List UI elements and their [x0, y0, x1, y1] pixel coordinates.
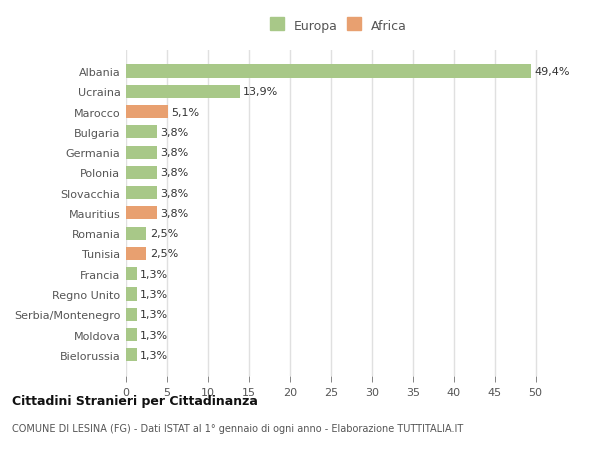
Bar — [126, 227, 146, 240]
Text: 2,5%: 2,5% — [150, 229, 178, 239]
Bar — [126, 207, 157, 220]
Bar — [126, 126, 157, 139]
Text: 1,3%: 1,3% — [140, 289, 168, 299]
Bar — [126, 146, 157, 159]
Text: COMUNE DI LESINA (FG) - Dati ISTAT al 1° gennaio di ogni anno - Elaborazione TUT: COMUNE DI LESINA (FG) - Dati ISTAT al 1°… — [12, 424, 463, 433]
Bar — [126, 247, 146, 260]
Text: 1,3%: 1,3% — [140, 350, 168, 360]
Bar — [126, 187, 157, 200]
Bar — [126, 288, 137, 301]
Text: 13,9%: 13,9% — [243, 87, 278, 97]
Bar — [126, 85, 240, 99]
Text: 3,8%: 3,8% — [160, 128, 188, 138]
Bar — [126, 268, 137, 280]
Text: 1,3%: 1,3% — [140, 330, 168, 340]
Bar — [126, 106, 168, 119]
Text: 3,8%: 3,8% — [160, 148, 188, 158]
Text: 3,8%: 3,8% — [160, 208, 188, 218]
Text: 3,8%: 3,8% — [160, 168, 188, 178]
Text: 1,3%: 1,3% — [140, 309, 168, 319]
Text: 1,3%: 1,3% — [140, 269, 168, 279]
Text: 2,5%: 2,5% — [150, 249, 178, 259]
Bar — [126, 167, 157, 179]
Bar — [126, 65, 531, 78]
Text: 49,4%: 49,4% — [534, 67, 569, 77]
Bar — [126, 308, 137, 321]
Text: 3,8%: 3,8% — [160, 188, 188, 198]
Bar — [126, 348, 137, 362]
Bar — [126, 328, 137, 341]
Text: Cittadini Stranieri per Cittadinanza: Cittadini Stranieri per Cittadinanza — [12, 394, 258, 407]
Text: 5,1%: 5,1% — [171, 107, 199, 118]
Legend: Europa, Africa: Europa, Africa — [269, 17, 409, 36]
